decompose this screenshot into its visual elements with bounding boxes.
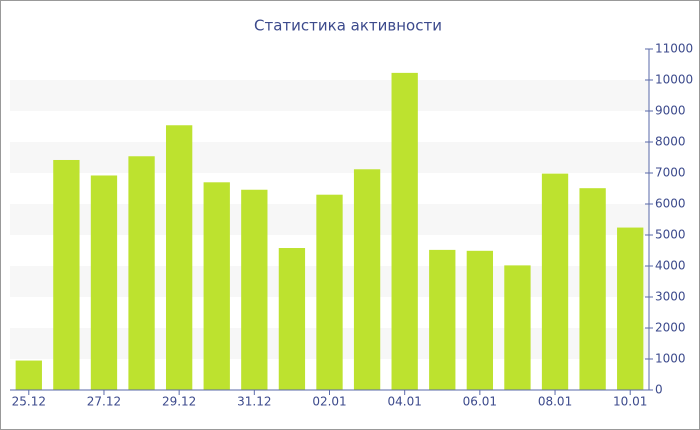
grid-band [10, 80, 649, 111]
bar [90, 175, 118, 390]
bar [15, 360, 42, 390]
y-tick-label: 0 [655, 383, 663, 397]
bar [466, 250, 494, 390]
x-tick-label: 27.12 [87, 395, 121, 409]
y-tick-label: 6000 [655, 197, 686, 211]
y-tick-label: 7000 [655, 166, 686, 180]
x-tick-label: 31.12 [237, 395, 271, 409]
y-tick-label: 2000 [655, 321, 686, 335]
bar [53, 159, 80, 390]
bar [203, 182, 230, 390]
bar [278, 248, 306, 390]
bar [429, 249, 456, 390]
bar [504, 265, 531, 390]
bar [617, 227, 644, 390]
bar [241, 189, 268, 390]
x-tick-label: 06.01 [463, 395, 497, 409]
y-tick-label: 3000 [655, 290, 686, 304]
bar [165, 125, 193, 390]
x-tick-label: 25.12 [12, 395, 46, 409]
chart-title: Статистика активности [254, 17, 442, 35]
x-tick-label: 02.01 [312, 395, 346, 409]
bar [391, 72, 418, 391]
bar [316, 194, 343, 390]
grid-band [10, 142, 649, 173]
y-tick-label: 4000 [655, 259, 686, 273]
bar [353, 169, 381, 390]
bar [579, 188, 606, 390]
x-tick-label: 08.01 [538, 395, 572, 409]
bar [128, 156, 155, 390]
y-tick-label: 8000 [655, 135, 686, 149]
y-tick-label: 9000 [655, 104, 686, 118]
x-tick-label: 10.01 [613, 395, 647, 409]
y-tick-label: 10000 [655, 73, 693, 87]
bar [541, 173, 569, 390]
y-tick-label: 11000 [655, 42, 693, 56]
y-tick-label: 1000 [655, 352, 686, 366]
y-tick-label: 5000 [655, 228, 686, 242]
x-tick-label: 29.12 [162, 395, 196, 409]
x-tick-label: 04.01 [387, 395, 421, 409]
